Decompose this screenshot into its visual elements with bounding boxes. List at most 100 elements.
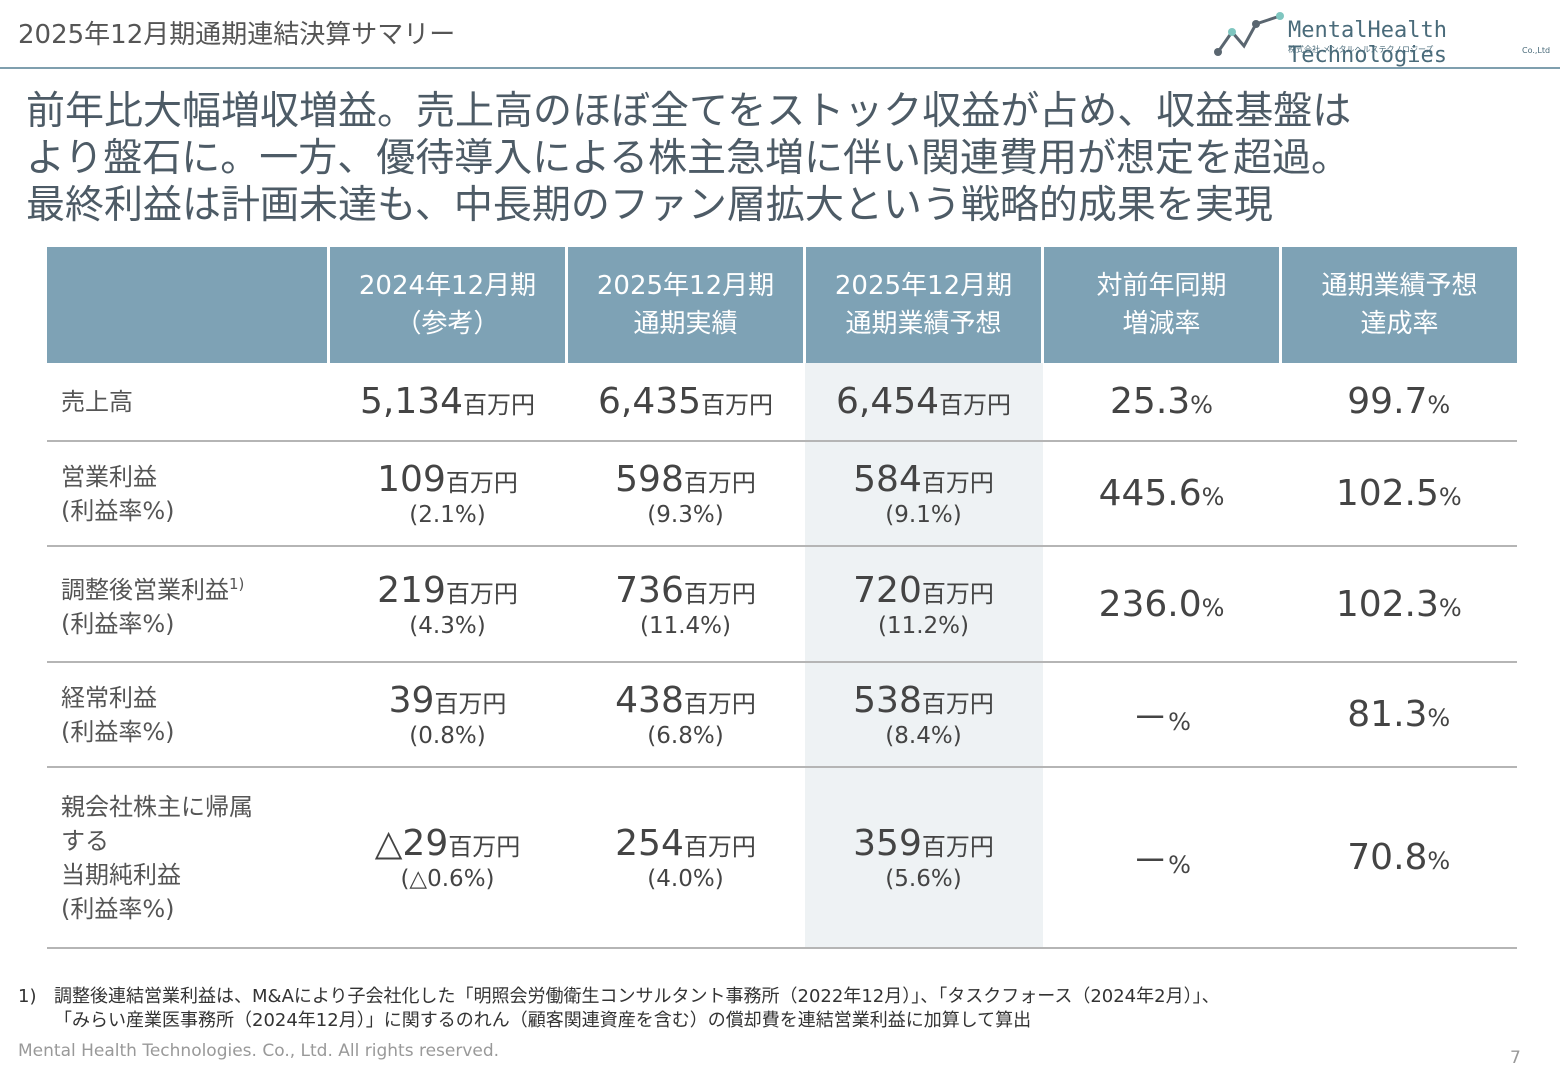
value-cell: 5,134百万円 — [328, 363, 567, 442]
cell-value: 598 — [615, 459, 684, 500]
row-label: 経常利益 (利益率%) — [47, 662, 329, 768]
header-line: 通期実績 — [633, 309, 738, 339]
footnote-ref: 1) — [229, 575, 245, 593]
cell-unit: 百万円 — [683, 579, 756, 608]
cell-ratio: (0.8%) — [409, 723, 486, 749]
value-cell: 254百万円 (4.0%) — [566, 767, 805, 949]
cell-value: 81.3 — [1347, 694, 1428, 735]
header-cell: 対前年同期 増減率 — [1041, 247, 1281, 363]
value-cell: 6,454百万円 — [804, 363, 1043, 442]
value-cell: 445.6% — [1042, 441, 1281, 547]
cell-unit: 百万円 — [445, 469, 518, 497]
row-label: 調整後営業利益1) (利益率%) — [47, 546, 329, 663]
footnote-line: 1) 調整後連結営業利益は、M&Aにより子会社化した「明照会労働衛生コンサルタント… — [18, 985, 1220, 1009]
cell-unit: 百万円 — [921, 579, 994, 608]
footnote-text: 「みらい産業医事務所（2024年12月）」に関するのれん（顧客関連資産を含む）の… — [54, 1010, 1032, 1031]
header-line: 通期業績予想 — [845, 309, 1002, 339]
value-cell: 236.0% — [1042, 546, 1281, 663]
cell-value: 109 — [377, 459, 446, 500]
value-cell: 70.8% — [1280, 767, 1517, 949]
value-cell: 438百万円 (6.8%) — [566, 662, 805, 768]
value-cell: 359百万円 (5.6%) — [804, 767, 1043, 949]
summary-table: 2024年12月期 （参考） 2025年12月期 通期実績 2025年12月期 通期業績予… — [47, 247, 1517, 949]
cell-value: 445.6 — [1098, 473, 1202, 514]
cell-value: 99.7 — [1347, 381, 1428, 422]
cell-ratio: (4.3%) — [409, 612, 486, 639]
label-line: 売上高 — [61, 387, 133, 416]
header-cell — [47, 247, 329, 363]
cell-unit: % — [1201, 593, 1225, 622]
value-cell: 538百万円 (8.4%) — [804, 662, 1043, 768]
row-label: 売上高 — [47, 363, 329, 442]
cell-unit: % — [1201, 483, 1225, 511]
cell-unit: % — [1438, 593, 1462, 622]
footnote-marker: 1) — [18, 986, 37, 1007]
header-line: （参考） — [395, 309, 500, 339]
header-cell: 2025年12月期 通期実績 — [565, 247, 805, 363]
cell-ratio: (9.1%) — [885, 502, 962, 528]
value-cell: 6,435百万円 — [566, 363, 805, 442]
cell-ratio: (5.6%) — [885, 866, 962, 892]
cell-ratio: (2.1%) — [409, 502, 486, 528]
footnote: 1) 調整後連結営業利益は、M&Aにより子会社化した「明照会労働衛生コンサルタント… — [18, 985, 1220, 1033]
cell-unit: % — [1427, 847, 1451, 875]
value-cell: 736百万円 (11.4%) — [566, 546, 805, 663]
header-line: 2025年12月期 — [596, 271, 775, 301]
cell-value: 720 — [853, 569, 922, 611]
label-line: 営業利益 — [61, 462, 157, 491]
copyright: Mental Health Technologies. Co., Ltd. Al… — [18, 1041, 500, 1061]
label-line: 調整後営業利益1) — [61, 575, 245, 604]
value-cell: 81.3% — [1280, 662, 1517, 768]
cell-value: － — [1132, 840, 1169, 882]
cell-unit: 百万円 — [921, 833, 994, 861]
cell-value: 584 — [853, 459, 922, 500]
logo-sub: 株式会社 メンタルヘルステクノロジーズ — [1288, 45, 1434, 54]
value-cell: 219百万円 (4.3%) — [328, 546, 567, 663]
value-cell: －% — [1042, 767, 1281, 949]
header-line: 達成率 — [1360, 309, 1439, 339]
cell-unit: 百万円 — [921, 469, 994, 497]
cell-value: 736 — [615, 569, 684, 611]
value-cell: 102.5% — [1280, 441, 1517, 547]
cell-ratio: (8.4%) — [885, 723, 962, 749]
footnote-line: 「みらい産業医事務所（2024年12月）」に関するのれん（顧客関連資産を含む）の… — [18, 1009, 1220, 1033]
cell-ratio: (△0.6%) — [400, 866, 495, 892]
cell-ratio: (4.0%) — [647, 866, 724, 892]
label-line: 親会社株主に帰属 — [61, 792, 253, 821]
cell-unit: 百万円 — [445, 579, 518, 608]
value-cell: 99.7% — [1280, 363, 1517, 442]
cell-value: 70.8 — [1347, 837, 1428, 878]
cell-ratio: (9.3%) — [647, 502, 724, 528]
header-line: 2025年12月期 — [834, 271, 1013, 301]
cell-unit: % — [1168, 850, 1191, 879]
cell-value: 5,134 — [359, 381, 464, 422]
footnote-text: 調整後連結営業利益は、M&Aにより子会社化した「明照会労働衛生コンサルタント事務… — [54, 986, 1220, 1007]
value-cell: 39百万円 (0.8%) — [328, 662, 567, 768]
label-line: (利益率%) — [61, 894, 175, 923]
label-line: (利益率%) — [61, 717, 175, 746]
value-cell: 102.3% — [1280, 546, 1517, 663]
page-number: 7 — [1510, 1048, 1521, 1068]
header-line: 増減率 — [1122, 309, 1201, 339]
value-cell: －% — [1042, 662, 1281, 768]
cell-unit: 百万円 — [434, 690, 507, 718]
cell-unit: 百万円 — [683, 833, 756, 861]
value-cell: 25.3% — [1042, 363, 1281, 442]
value-cell: 109百万円 (2.1%) — [328, 441, 567, 547]
label-line: する — [61, 826, 109, 855]
row-label: 営業利益 (利益率%) — [47, 441, 329, 547]
headline-line: 最終利益は計画未達も、中長期のファン層拡大という戦略的成果を実現 — [26, 183, 1273, 228]
cell-value: 438 — [615, 680, 684, 721]
cell-value: 102.3 — [1335, 583, 1439, 625]
label-line: (利益率%) — [61, 610, 175, 638]
value-cell: 598百万円 (9.3%) — [566, 441, 805, 547]
cell-unit: 百万円 — [683, 690, 756, 718]
headline-line: より盤石に。一方、優待導入による株主急増に伴い関連費用が想定を超過。 — [26, 136, 1351, 181]
row-label: 親会社株主に帰属 する 当期純利益 (利益率%) — [47, 767, 329, 949]
slide-title: 2025年12月期通期連結決算サマリー — [18, 20, 456, 50]
cell-value: － — [1132, 697, 1169, 739]
cell-ratio: (11.2%) — [877, 612, 969, 639]
header-cell: 2025年12月期 通期業績予想 — [803, 247, 1043, 363]
cell-value: 219 — [377, 569, 446, 611]
